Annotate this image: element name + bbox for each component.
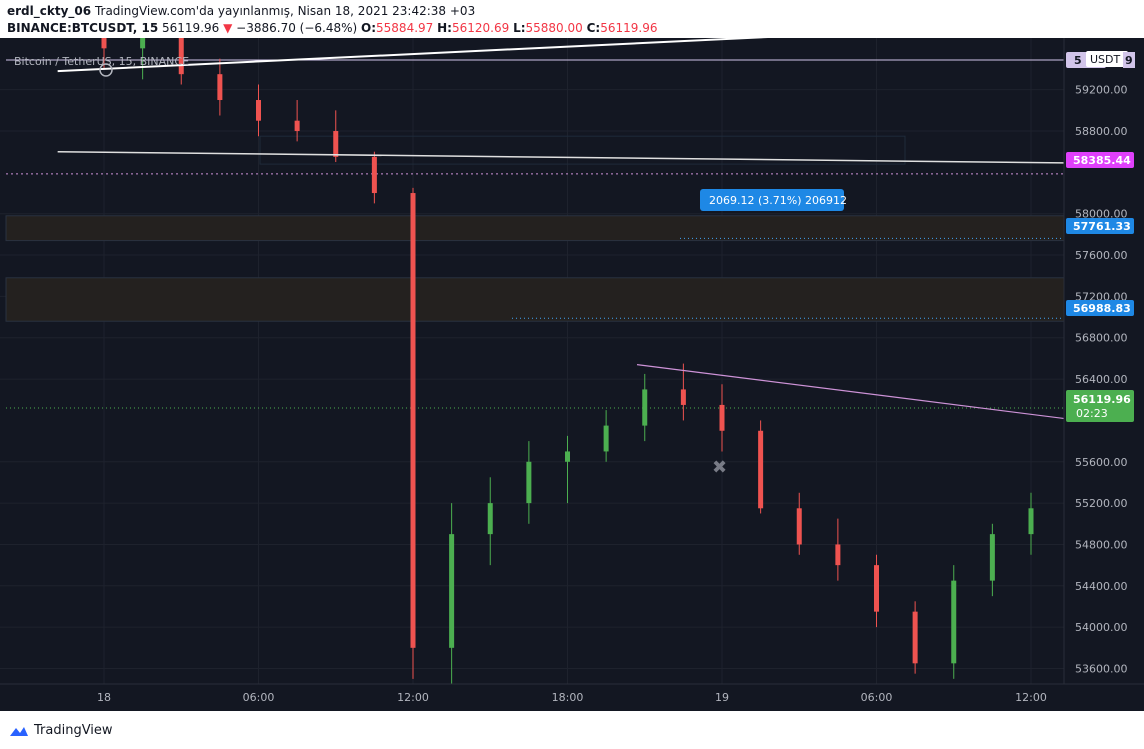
last-price: 56119.96: [162, 21, 220, 35]
current-price-value: 56119.96: [1073, 393, 1131, 406]
candle-body: [989, 534, 995, 581]
time-tick-label: 06:00: [243, 691, 275, 704]
candle-body: [951, 580, 957, 664]
time-tick-label: 18:00: [552, 691, 584, 704]
candle-body: [526, 461, 532, 504]
candle-body: [912, 611, 918, 664]
price-tick-label: 57600.00: [1075, 249, 1128, 262]
top-price-partial: 5: [1074, 54, 1082, 67]
candle-body: [140, 38, 146, 49]
candle-body: [101, 38, 107, 49]
measure-label: [700, 189, 844, 211]
time-tick-label: 06:00: [861, 691, 893, 704]
trendline-pink-descending: [636, 364, 1144, 430]
price-tick-label: 54400.00: [1075, 580, 1128, 593]
chart-canvas[interactable]: 59200.0058800.0058000.0057600.0057200.00…: [0, 38, 1144, 711]
close-value: 56119.96: [600, 21, 658, 35]
candle-body: [371, 156, 377, 194]
candle-body: [487, 503, 493, 535]
price-tick-label: 56400.00: [1075, 373, 1128, 386]
price-tick-label: 55600.00: [1075, 456, 1128, 469]
target-level-value: 57761.33: [1073, 220, 1131, 233]
price-tick-label: 58000.00: [1075, 208, 1128, 221]
candle-body: [680, 389, 686, 405]
price-tick-label: 53600.00: [1075, 662, 1128, 675]
legend-title: Bitcoin / TetherUS, 15, BINANCE: [14, 55, 189, 68]
candle-body: [758, 430, 764, 509]
price-tick-label: 55200.00: [1075, 497, 1128, 510]
magenta-level-label: [1066, 152, 1134, 168]
entry-level-label: [1066, 300, 1134, 316]
candles: [101, 38, 1111, 684]
close-icon[interactable]: ✖: [712, 457, 727, 478]
entry-level-value: 56988.83: [1073, 302, 1131, 315]
candle-body: [874, 565, 879, 612]
tradingview-logo-icon[interactable]: [8, 724, 30, 738]
top-price-partial-right: 9: [1125, 54, 1133, 67]
top-price-partial-right-box: [1123, 52, 1135, 68]
countdown-value: 02:23: [1076, 407, 1108, 420]
open-label: O:: [361, 21, 377, 35]
publish-text: TradingView.com'da yayınlanmış, Nisan 18…: [94, 4, 476, 18]
candle-body: [178, 38, 184, 75]
ohlc-line: BINANCE:BTCUSDT, 15 56119.96 ▼ −3886.70 …: [7, 21, 657, 35]
close-label: C:: [586, 21, 601, 35]
candle-body: [642, 389, 648, 426]
candle-body: [256, 100, 261, 121]
currency-badge-text: USDT: [1090, 53, 1121, 66]
trendline-mid-white: [57, 150, 1144, 165]
time-axis-ticks: 18 06:00 12:00 18:00 19 06:00 12:00: [97, 691, 1047, 704]
zone-lower-zone: [5, 277, 1065, 322]
candle-body: [796, 508, 802, 545]
time-tick-label: 12:00: [1015, 691, 1047, 704]
currency-badge[interactable]: [1086, 51, 1128, 67]
price-tick-label: 54800.00: [1075, 538, 1128, 551]
publish-info: erdl_ckty_06 TradingView.com'da yayınlan…: [7, 4, 475, 18]
price-tick-label: 59200.00: [1075, 84, 1128, 97]
low-label: L:: [513, 21, 526, 35]
zone-upper-zone: [5, 215, 1065, 242]
price-zones: [5, 135, 1065, 322]
current-price-label: [1066, 390, 1134, 422]
candle-body: [565, 451, 570, 462]
zone-outline: [259, 135, 906, 165]
down-arrow-icon: ▼: [223, 21, 233, 35]
high-value: 56120.69: [451, 21, 510, 35]
time-tick-label: 19: [715, 691, 729, 704]
candle-body: [333, 131, 339, 157]
candle-body: [1028, 508, 1034, 535]
trendline-upper-white: [57, 38, 769, 73]
candle-body: [294, 120, 300, 132]
chart-header: erdl_ckty_06 TradingView.com'da yayınlan…: [0, 0, 1144, 38]
low-value: 55880.00: [525, 21, 583, 35]
price-tick-label: 58800.00: [1075, 125, 1128, 138]
candle-body: [603, 425, 609, 452]
chart-background: [0, 38, 1144, 711]
trend-handle-icon[interactable]: [99, 63, 113, 77]
trendlines: [57, 38, 1144, 430]
price-tick-label: 54000.00: [1075, 621, 1128, 634]
candle-body: [835, 544, 841, 566]
grid: [0, 38, 1064, 684]
target-level-label: [1066, 218, 1134, 234]
candle-body: [410, 193, 416, 648]
candle-body: [217, 74, 223, 101]
price-change: −3886.70 (−6.48%): [236, 21, 358, 35]
measure-label-text: 2069.12 (3.71%) 206912: [709, 194, 847, 207]
price-tick-label: 56800.00: [1075, 332, 1128, 345]
footer: TradingView: [0, 711, 1144, 749]
symbol-name: BINANCE:BTCUSDT, 15: [7, 21, 159, 35]
footer-brand[interactable]: TradingView: [34, 723, 113, 738]
magenta-level-value: 58385.44: [1073, 154, 1131, 167]
time-axis[interactable]: [0, 684, 1144, 711]
candle-body: [719, 404, 725, 431]
author-name[interactable]: erdl_ckty_06: [7, 4, 92, 18]
open-value: 55884.97: [376, 21, 434, 35]
time-tick-label: 18: [97, 691, 111, 704]
price-axis[interactable]: [1064, 38, 1144, 688]
high-label: H:: [437, 21, 452, 35]
candle-body: [449, 534, 455, 648]
time-tick-label: 12:00: [397, 691, 429, 704]
